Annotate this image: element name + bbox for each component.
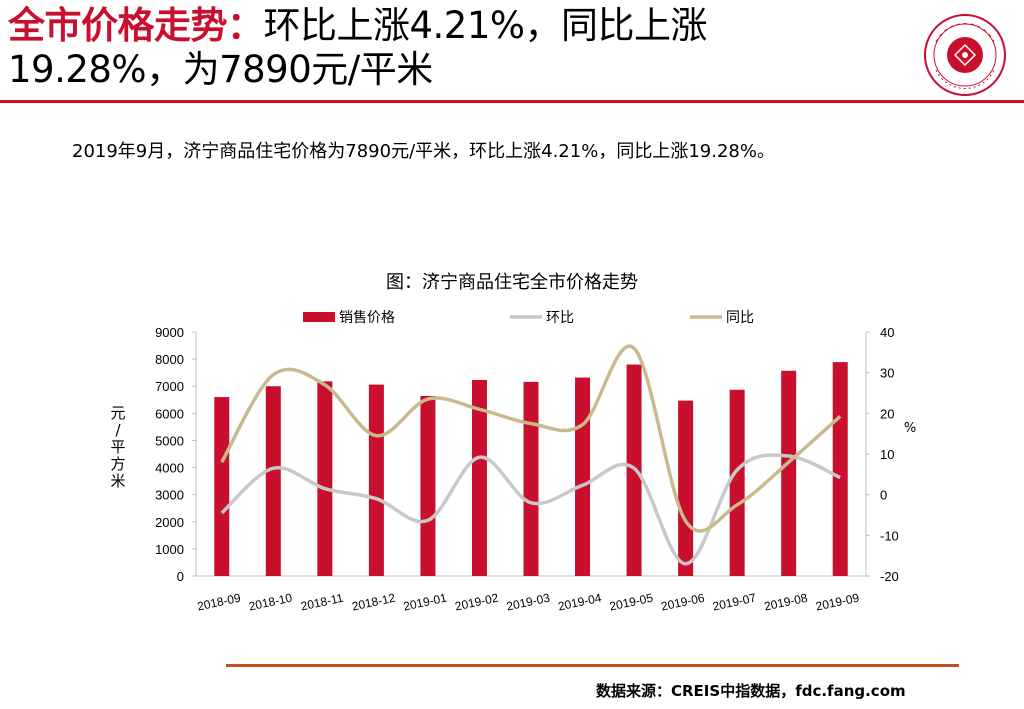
x-tick-label: 2018-09 — [196, 591, 242, 614]
right-tick-label: 10 — [880, 447, 894, 462]
line-mom — [220, 453, 841, 566]
title-line-1: 全市价格走势：环比上涨4.21%，同比上涨 — [8, 4, 908, 48]
x-tick-label: 2018-11 — [299, 591, 344, 614]
left-axis-label-char: 方 — [110, 455, 125, 473]
left-tick-label: 8000 — [155, 352, 184, 367]
summary-text: 2019年9月，济宁商品住宅价格为7890元/平米，环比上涨4.21%，同比上涨… — [72, 141, 775, 162]
x-tick-label: 2019-01 — [402, 591, 448, 614]
left-tick-label: 5000 — [155, 433, 184, 448]
bar-sales-price — [575, 377, 591, 576]
x-tick-label: 2018-12 — [351, 591, 397, 614]
bar-sales-price — [832, 362, 848, 576]
left-axis-label-char: / — [115, 421, 121, 439]
x-tick-label: 2018-10 — [247, 591, 293, 614]
line-yoy — [220, 344, 842, 533]
left-axis-label-char: 元 — [110, 404, 125, 422]
bar-sales-price — [729, 389, 745, 576]
bar-sales-price — [368, 384, 384, 576]
right-tick-label: 0 — [880, 488, 887, 503]
right-tick-label: 40 — [880, 325, 894, 340]
left-tick-label: 9000 — [155, 325, 184, 340]
bar-sales-price — [265, 386, 281, 576]
bar-sales-price — [781, 370, 797, 576]
left-tick-label: 6000 — [155, 406, 184, 421]
right-tick-label: -20 — [880, 569, 899, 584]
legend-yoy-label: 同比 — [726, 310, 754, 326]
left-axis-label-char: 平 — [110, 438, 125, 456]
left-axis-label-char: 米 — [110, 472, 125, 490]
x-tick-label: 2019-02 — [454, 591, 500, 614]
left-tick-label: 4000 — [155, 461, 184, 476]
right-tick-label: 20 — [880, 406, 894, 421]
data-source: 数据来源：CREIS中指数据，fdc.fang.com — [596, 682, 906, 700]
right-tick-label: 30 — [880, 366, 894, 381]
china-index-academy-seal-icon — [924, 14, 1006, 96]
bar-sales-price — [214, 397, 230, 576]
title-line-2: 19.28%，为7890元/平米 — [8, 48, 433, 91]
x-tick-label: 2019-04 — [557, 591, 603, 614]
bar-sales-price — [523, 381, 539, 576]
left-tick-label: 7000 — [155, 379, 184, 394]
x-tick-label: 2019-09 — [814, 591, 860, 614]
bar-sales-price — [678, 400, 694, 576]
left-tick-label: 2000 — [155, 515, 184, 530]
bar-sales-price — [420, 395, 436, 576]
left-tick-label: 0 — [177, 569, 184, 584]
title-red-part: 全市价格走势： — [8, 4, 264, 47]
bar-sales-price — [317, 381, 333, 576]
right-tick-label: -10 — [880, 528, 899, 543]
footer-divider — [226, 664, 959, 667]
chart-title: 图：济宁商品住宅全市价格走势 — [386, 272, 638, 293]
header-divider — [0, 100, 1024, 103]
x-tick-label: 2019-08 — [763, 591, 809, 614]
x-tick-label: 2019-05 — [608, 591, 654, 614]
legend-mom-label: 环比 — [546, 310, 574, 326]
legend-sales-price-swatch — [303, 312, 335, 322]
legend-sales-price-label: 销售价格 — [339, 310, 395, 326]
left-tick-label: 3000 — [155, 488, 184, 503]
bar-sales-price — [471, 379, 487, 576]
page-title: 全市价格走势：环比上涨4.21%，同比上涨 19.28%，为7890元/平米 — [8, 4, 908, 92]
x-tick-label: 2019-03 — [505, 591, 551, 614]
title-rest-part: 环比上涨4.21%，同比上涨 — [263, 4, 708, 47]
right-axis-label: % — [904, 421, 916, 436]
x-tick-label: 2019-06 — [660, 591, 706, 614]
x-tick-label: 2019-07 — [711, 591, 757, 614]
left-tick-label: 1000 — [155, 542, 184, 557]
